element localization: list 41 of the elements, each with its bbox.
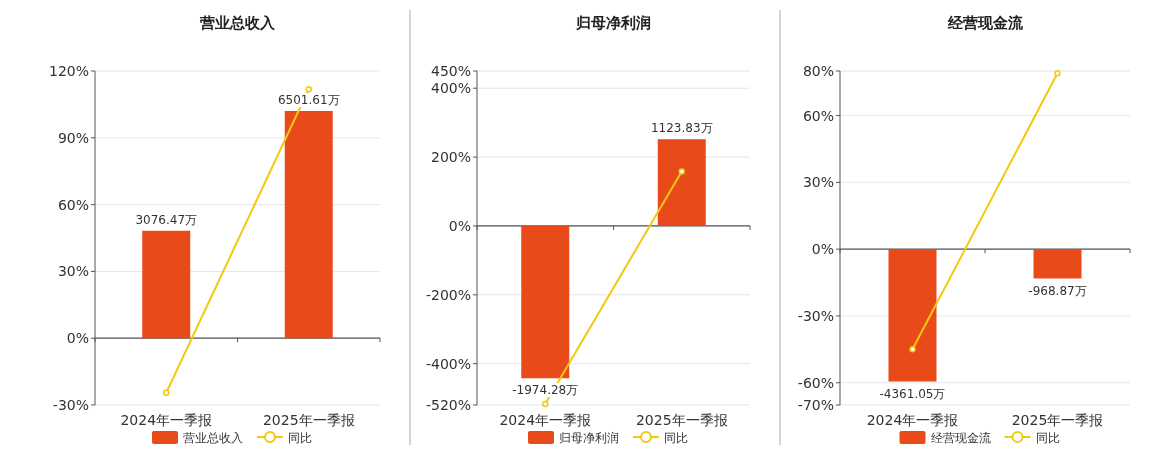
y-tick-label: -30% xyxy=(52,397,89,413)
y-tick-label: 90% xyxy=(57,129,89,146)
y-tick-label: 60% xyxy=(57,196,89,213)
x-tick-label: 2024年一季报 xyxy=(120,412,213,428)
x-tick-label: 2025年一季报 xyxy=(262,412,355,428)
y-tick-label: -200% xyxy=(425,286,471,303)
y-tick-label: -400% xyxy=(425,355,471,372)
chart-title: 营业总收入 xyxy=(199,14,276,32)
legend-label: 归母净利润 xyxy=(559,431,619,445)
data-label: 6501.61万 xyxy=(277,93,340,108)
y-tick-label: -520% xyxy=(425,397,471,413)
data-label: -1974.28万 xyxy=(512,383,579,398)
y-tick-label: 60% xyxy=(802,107,834,124)
y-tick-label: 80% xyxy=(802,63,834,79)
y-tick-label: 450% xyxy=(430,63,471,79)
y-tick-label: 30% xyxy=(802,174,834,191)
legend-label: 同比 xyxy=(1035,431,1060,445)
x-tick-label: 2025年一季报 xyxy=(1011,412,1104,428)
y-tick-label: 120% xyxy=(48,63,89,79)
y-tick-label: 0% xyxy=(448,217,471,234)
y-tick-label: 0% xyxy=(66,330,89,347)
y-tick-label: -70% xyxy=(797,397,834,413)
y-tick-label: -30% xyxy=(797,307,834,324)
data-label: 1123.83万 xyxy=(650,121,713,136)
y-tick-label: 0% xyxy=(811,241,834,258)
chart-title: 经营现金流 xyxy=(946,14,1024,32)
chart-title: 归母净利润 xyxy=(575,14,651,32)
legend-label: 经营现金流 xyxy=(930,431,991,445)
x-tick-label: 2024年一季报 xyxy=(866,412,959,428)
x-tick-label: 2024年一季报 xyxy=(499,412,592,428)
data-label: -968.87万 xyxy=(1028,283,1087,298)
legend-label: 营业总收入 xyxy=(183,431,243,445)
legend-label: 同比 xyxy=(664,431,688,445)
y-tick-label: -60% xyxy=(797,374,834,391)
x-tick-label: 2025年一季报 xyxy=(635,412,728,428)
y-tick-label: 30% xyxy=(57,263,89,280)
data-label: -4361.05万 xyxy=(879,386,946,401)
y-tick-label: 400% xyxy=(430,80,471,97)
data-label: 3076.47万 xyxy=(135,212,198,227)
legend-label: 同比 xyxy=(288,431,312,445)
y-tick-label: 200% xyxy=(430,149,471,166)
